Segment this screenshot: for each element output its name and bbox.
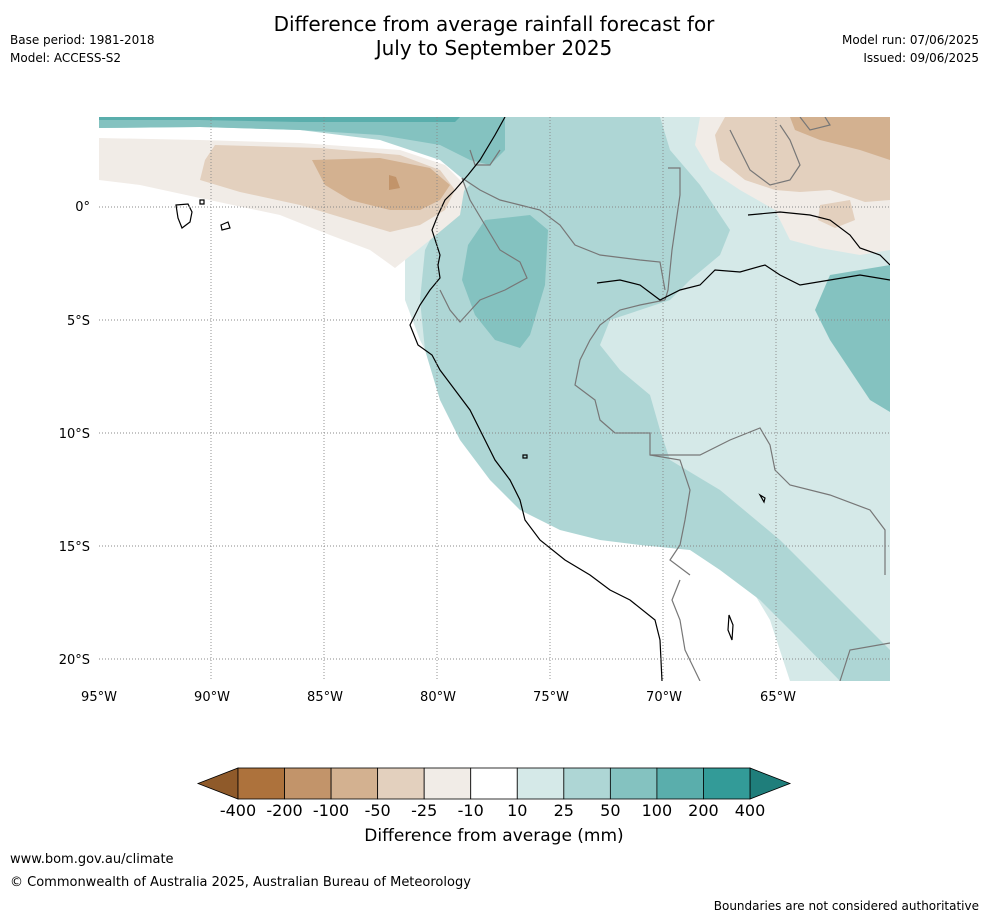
colorbar-cell — [516, 767, 565, 800]
lat-label-20s: 20°S — [59, 653, 90, 668]
graticule — [99, 117, 890, 681]
colorbar-cell — [703, 767, 751, 800]
colorbar-cell — [609, 767, 658, 800]
footer-url[interactable]: www.bom.gov.au/climate — [10, 852, 174, 867]
dry-100-200-region-west — [389, 175, 400, 190]
colorbar-tick-label: -400 — [220, 801, 256, 820]
colorbar-tick-label: 200 — [688, 801, 719, 820]
colorbar-tick-label: 400 — [735, 801, 766, 820]
colorbar-tick-label: -50 — [365, 801, 391, 820]
colorbar: -400 -200 -100 -50 -25 -10 10 25 50 100 200 400 — [196, 767, 792, 820]
colorbar-cell — [656, 767, 704, 800]
lon-label-70w: 70°W — [646, 690, 682, 705]
page-title: Difference from average rainfall forecas… — [0, 12, 988, 60]
dry-25-50-region-east-small — [818, 200, 855, 228]
colorbar-tick-label: -200 — [266, 801, 302, 820]
dry-50-100-region-east — [790, 117, 890, 160]
lat-label-10s: 10°S — [59, 427, 90, 442]
colorbar-cell — [330, 767, 379, 800]
colorbar-tick-label: -100 — [313, 801, 349, 820]
wet-25-50-region — [99, 117, 890, 681]
lon-label-85w: 85°W — [307, 690, 343, 705]
lon-label-80w: 80°W — [420, 690, 456, 705]
colorbar-cell — [237, 767, 285, 800]
colorbar-cell — [563, 767, 611, 800]
footer-disclaimer: Boundaries are not considered authoritat… — [713, 899, 979, 913]
lon-label-75w: 75°W — [533, 690, 569, 705]
lon-label-90w: 90°W — [194, 690, 230, 705]
map-area — [99, 117, 890, 681]
lat-label-0: 0° — [75, 200, 90, 215]
wet-50-100-region-north — [99, 117, 505, 165]
wet-50-100-region-east — [815, 265, 890, 412]
lat-label-15s: 15°S — [59, 540, 90, 555]
model-name: Model: ACCESS-S2 — [10, 51, 122, 65]
wet-100-200-region — [99, 117, 460, 122]
colorbar-cell — [284, 767, 332, 800]
longitude-labels: 95°W 90°W 85°W 80°W 75°W 70°W 65°W — [81, 690, 796, 705]
colorbar-tick-label: 25 — [554, 801, 574, 820]
base-period: Base period: 1981-2018 — [10, 33, 155, 47]
issued-date: Issued: 09/06/2025 — [863, 51, 979, 65]
title-line-1: Difference from average rainfall forecas… — [273, 12, 715, 36]
colorbar-cell — [377, 767, 425, 800]
country-borders — [439, 117, 890, 681]
lon-label-95w: 95°W — [81, 690, 117, 705]
colorbar-tick-label: -25 — [411, 801, 437, 820]
lat-label-5s: 5°S — [67, 314, 90, 329]
colorbar-cell — [423, 767, 472, 800]
colorbar-arrow-high — [749, 767, 792, 800]
colorbar-tick-label: 100 — [642, 801, 673, 820]
colorbar-label: Difference from average (mm) — [364, 826, 624, 846]
coastlines — [175, 117, 890, 681]
wet-50-100-region-west — [462, 215, 548, 348]
model-run: Model run: 07/06/2025 — [841, 33, 979, 47]
title-line-2: July to September 2025 — [375, 36, 613, 60]
latitude-labels: 0° 5°S 10°S 15°S 20°S — [59, 200, 90, 668]
colorbar-tick-label: 10 — [507, 801, 527, 820]
colorbar-tick-label: 50 — [600, 801, 620, 820]
footer-copyright: © Commonwealth of Australia 2025, Austra… — [10, 875, 471, 890]
colorbar-tick-label: -10 — [458, 801, 484, 820]
lon-label-65w: 65°W — [760, 690, 796, 705]
colorbar-cell — [470, 767, 518, 800]
colorbar-arrow-low — [196, 767, 239, 800]
dry-50-100-region-west — [312, 158, 450, 210]
